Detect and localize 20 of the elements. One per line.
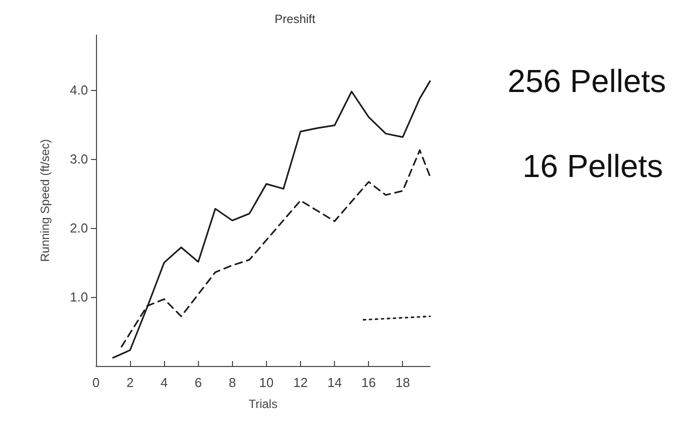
x-tick-label: 6 <box>194 375 202 390</box>
text: 256 Pellets <box>508 63 666 99</box>
x-tick-label: 8 <box>228 375 236 390</box>
y-tick-label: 2.0 <box>70 220 88 236</box>
x-tick-label: 2 <box>126 375 134 390</box>
chart-title: Preshift <box>274 12 316 26</box>
line-series <box>112 80 431 359</box>
y-tick-label: 1.0 <box>70 290 88 305</box>
x-tick-label: 4 <box>160 375 168 390</box>
y-axis-title: Running Speed (ft/sec) <box>38 139 52 262</box>
x-axis-title: Trials <box>248 397 278 411</box>
x-tick-label: 10 <box>259 375 274 390</box>
text: 16 Pellets <box>522 148 663 184</box>
x-tick-label: 0 <box>92 375 100 390</box>
x-tick-label: 18 <box>396 375 410 390</box>
y-tick-label: 4.0 <box>70 82 88 98</box>
x-tick-label: 16 <box>361 375 376 390</box>
x-tick-label: 12 <box>293 375 308 390</box>
y-tick-label: 3.0 <box>70 152 88 167</box>
x-tick-label: 14 <box>327 375 342 390</box>
